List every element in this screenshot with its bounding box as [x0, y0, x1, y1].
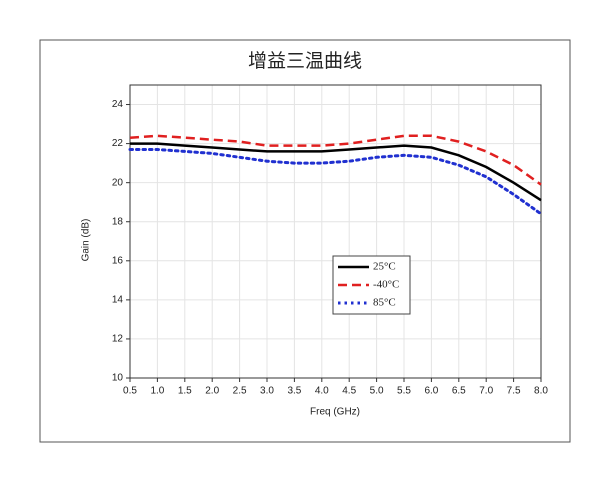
x-tick-label: 3.5: [287, 386, 301, 397]
x-tick-label: 7.5: [507, 386, 521, 397]
legend-label: 25°C: [373, 261, 396, 273]
x-tick-label: 4.5: [342, 386, 356, 397]
x-tick-label: 6.5: [452, 386, 466, 397]
y-tick-label: 16: [112, 255, 124, 266]
y-tick-label: 24: [112, 99, 124, 110]
x-tick-label: 5.5: [397, 386, 411, 397]
legend-label: -40°C: [373, 279, 399, 291]
chart-title: 增益三温曲线: [248, 50, 362, 72]
frame: [39, 39, 571, 443]
y-tick-label: 10: [112, 373, 124, 384]
x-tick-label: 2.0: [205, 386, 219, 397]
x-tick-label: 4.0: [315, 386, 329, 397]
x-tick-label: 2.5: [233, 386, 247, 397]
y-tick-label: 14: [112, 295, 124, 306]
x-tick-label: 5.0: [370, 386, 384, 397]
x-tick-label: 0.5: [123, 386, 137, 397]
x-tick-label: 1.0: [150, 386, 164, 397]
y-tick-label: 12: [112, 334, 124, 345]
x-tick-label: 3.0: [260, 386, 274, 397]
x-tick-label: 7.0: [479, 386, 493, 397]
x-tick-label: 8.0: [534, 386, 548, 397]
y-tick-label: 22: [112, 138, 124, 149]
series-line: [128, 148, 543, 216]
y-tick-label: 18: [112, 216, 124, 227]
x-tick-label: 6.0: [424, 386, 438, 397]
legend-label: 85°C: [373, 297, 396, 309]
y-axis-label: Gain (dB): [81, 219, 92, 262]
series-line: [130, 142, 542, 202]
x-tick-label: 1.5: [178, 386, 192, 397]
y-tick-label: 20: [112, 177, 124, 188]
plot-area: [129, 84, 542, 379]
x-axis-label: Freq (GHz): [310, 407, 360, 418]
